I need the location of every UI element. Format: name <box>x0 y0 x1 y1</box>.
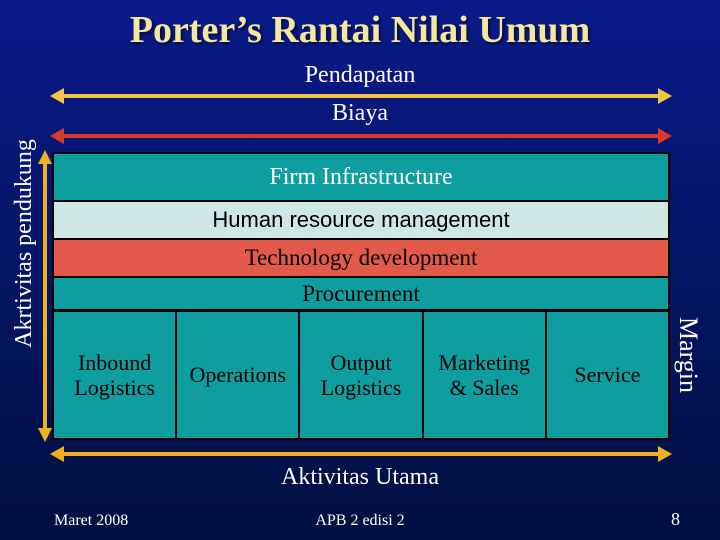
value-chain: Firm Infrastructure Human resource manag… <box>52 152 670 440</box>
primary-cell-operations: Operations <box>177 312 300 438</box>
slide: Porter’s Rantai Nilai Umum Pendapatan Bi… <box>0 0 720 540</box>
support-axis-label: Akrtivitas pendukung <box>11 139 38 348</box>
arrow-head-right <box>658 446 672 462</box>
arrow-shaft <box>62 452 660 456</box>
primary-cell-marketing: Marketing & Sales <box>424 312 547 438</box>
margin-label: Margin <box>673 317 703 393</box>
primary-activities-row: Inbound Logistics Operations Output Logi… <box>54 312 668 438</box>
arrow-shaft <box>62 134 660 138</box>
primary-axis-label: Aktivitas Utama <box>0 464 720 491</box>
row-procurement: Procurement <box>54 278 668 312</box>
footer-page-number: 8 <box>671 509 680 530</box>
arrow-head-right <box>658 128 672 144</box>
support-arrow <box>38 150 52 442</box>
row-technology: Technology development <box>54 240 668 278</box>
arrow-shaft <box>62 94 660 98</box>
biaya-label: Biaya <box>0 100 720 127</box>
primary-arrow <box>50 446 672 462</box>
arrow-head-bottom <box>38 428 52 442</box>
arrow-shaft <box>43 162 47 430</box>
biaya-arrow <box>50 128 672 144</box>
primary-cell-service: Service <box>547 312 668 438</box>
primary-cell-output: Output Logistics <box>300 312 423 438</box>
primary-cell-inbound: Inbound Logistics <box>54 312 177 438</box>
pendapatan-label: Pendapatan <box>0 62 720 89</box>
footer-center: APB 2 edisi 2 <box>0 512 720 530</box>
slide-title: Porter’s Rantai Nilai Umum <box>0 8 720 52</box>
row-firm-infrastructure: Firm Infrastructure <box>54 154 668 202</box>
row-hrm: Human resource management <box>54 202 668 240</box>
